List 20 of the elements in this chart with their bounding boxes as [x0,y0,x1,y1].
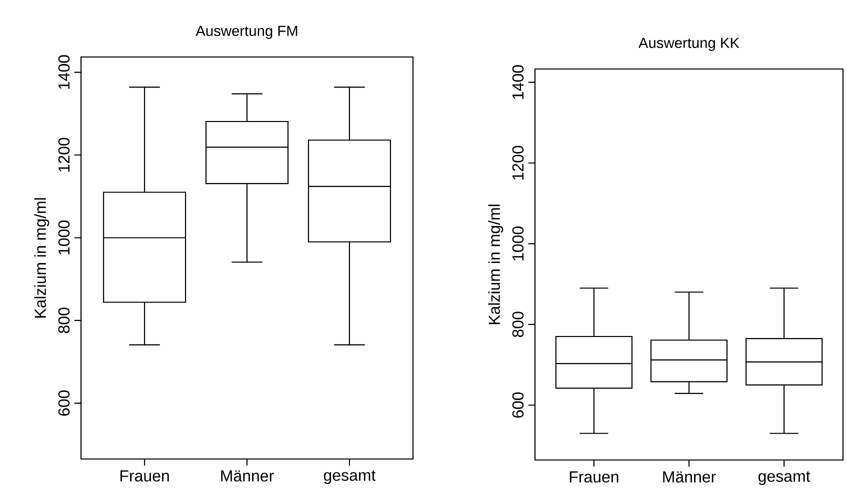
y-tick-label: 600 [58,390,70,416]
y-tick-label: 1000 [512,226,524,260]
chart-title: Auswertung KK [638,38,740,51]
y-axis-title: Kalzium in mg/ml [34,198,50,318]
y-tick-label: 1200 [58,138,70,172]
chart-title: Auswertung FM [196,26,298,39]
x-tick-label: gesamt [324,470,376,484]
x-tick-label: Männer [663,471,716,483]
y-tick-label: 1000 [58,220,70,254]
y-axis-title: Kalzium in mg/ml [488,204,504,324]
y-tick-label: 1400 [58,55,70,89]
x-tick-label: gesamt [758,471,810,486]
y-tick-label: 800 [58,308,70,334]
y-tick-label: 1400 [512,65,524,99]
x-tick-label: Frauen [120,470,169,482]
y-tick-label: 600 [512,392,524,418]
x-tick-label: Frauen [570,471,618,483]
y-tick-label: 1200 [512,146,524,180]
x-tick-label: Männer [221,470,274,482]
y-tick-label: 800 [512,312,524,338]
